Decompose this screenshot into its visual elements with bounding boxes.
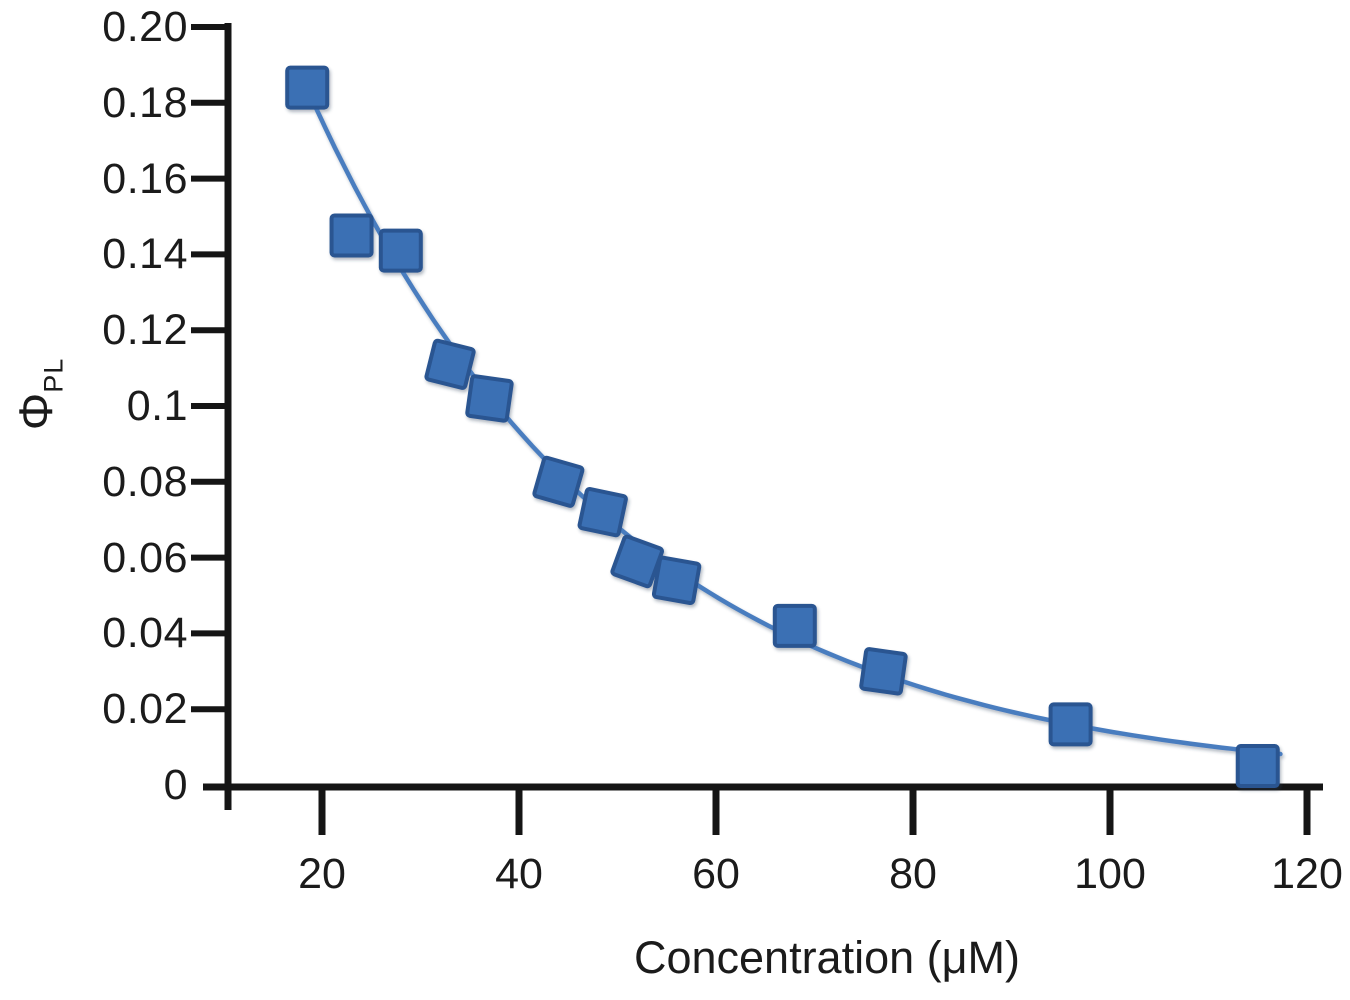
x-tick-label: 60	[692, 850, 740, 898]
data-point-marker	[465, 374, 514, 423]
data-point-marker	[378, 228, 423, 273]
x-tick-label: 40	[495, 850, 543, 898]
y-tick-label: 0.1	[126, 382, 188, 430]
x-axis-title: Concentration (μM)	[633, 932, 1021, 983]
x-tick-label: 120	[1271, 850, 1343, 898]
data-point-marker	[610, 534, 664, 589]
data-point-marker	[577, 486, 628, 538]
y-tick-label: 0	[163, 761, 188, 809]
data-point-marker	[651, 555, 702, 606]
y-tick-label: 0.12	[102, 306, 188, 355]
y-axis-symbol: Φ	[9, 392, 62, 431]
data-point-marker	[285, 65, 330, 110]
plot-layer	[285, 65, 1283, 789]
y-axis-title: ΦPL	[4, 294, 68, 494]
data-point-marker	[772, 603, 817, 648]
y-tick-label: 0.16	[102, 154, 188, 203]
data-point-marker	[859, 647, 908, 696]
data-point-marker	[1235, 744, 1280, 789]
y-tick-label: 0.14	[102, 230, 188, 279]
data-point-marker	[329, 213, 374, 258]
y-tick-label: 0.06	[102, 533, 188, 582]
y-tick-label: 0.18	[102, 78, 188, 127]
x-tick-label: 100	[1074, 850, 1146, 898]
data-point-marker	[424, 338, 476, 390]
x-tick-label: 80	[889, 850, 937, 898]
fit-curve	[303, 82, 1283, 757]
y-tick-label: 0.04	[102, 609, 188, 658]
data-point-marker	[532, 455, 585, 508]
y-tick-label: 0.02	[102, 685, 188, 734]
y-tick-label: 0.08	[102, 457, 188, 506]
data-point-marker	[1048, 702, 1093, 747]
axes	[191, 23, 1323, 835]
y-axis-subscript: PL	[38, 357, 69, 393]
x-tick-label: 20	[298, 850, 346, 898]
y-tick-label: 0.20	[102, 3, 188, 51]
